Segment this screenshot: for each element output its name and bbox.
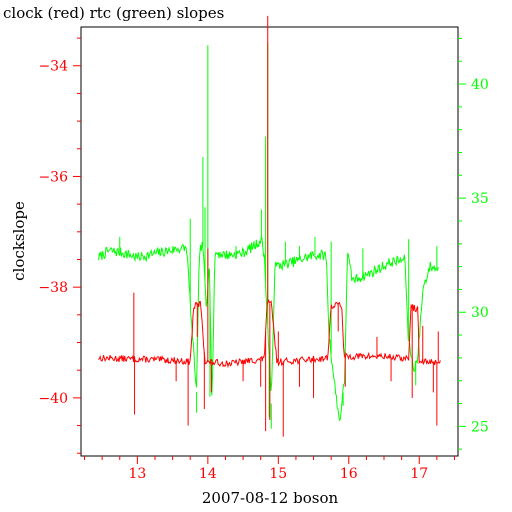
x-tick-label: 15 [269, 466, 287, 482]
y-right-tick-label: 30 [471, 305, 489, 321]
y-left-tick-label: −38 [38, 280, 68, 296]
clock-slope-line [98, 299, 441, 369]
y-left-tick-label: −40 [38, 391, 68, 407]
x-tick-label: 13 [128, 466, 146, 482]
plot-area [98, 15, 441, 437]
x-minor-ticks [84, 456, 455, 460]
clock-slope-series [98, 15, 441, 437]
y-left-tick-label: −34 [38, 59, 68, 75]
plot-frame [80, 26, 459, 457]
x-axis-label: 2007-08-12 boson [202, 489, 339, 507]
x-tick-label: 17 [410, 466, 428, 482]
rtc-slope-line [98, 236, 439, 421]
x-axis-ticks: 13 14 15 16 17 [128, 456, 428, 482]
rtc-slope-series [98, 42, 439, 429]
y-right-tick-label: 40 [471, 77, 489, 93]
y-left-tick-label: −36 [38, 169, 68, 185]
y-axis-label: clockslope [10, 201, 28, 281]
chart-title: clock (red) rtc (green) slopes [3, 4, 224, 22]
y-left-minor-ticks [77, 37, 81, 454]
y-right-tick-label: 35 [471, 191, 489, 207]
y-right-axis-ticks: 40 35 30 25 [458, 77, 489, 435]
x-tick-label: 14 [199, 466, 217, 482]
y-left-axis-ticks: −34 −36 −38 −40 [38, 59, 81, 407]
x-tick-label: 16 [340, 466, 358, 482]
y-right-minor-ticks [458, 37, 462, 450]
y-right-tick-label: 25 [471, 419, 489, 435]
